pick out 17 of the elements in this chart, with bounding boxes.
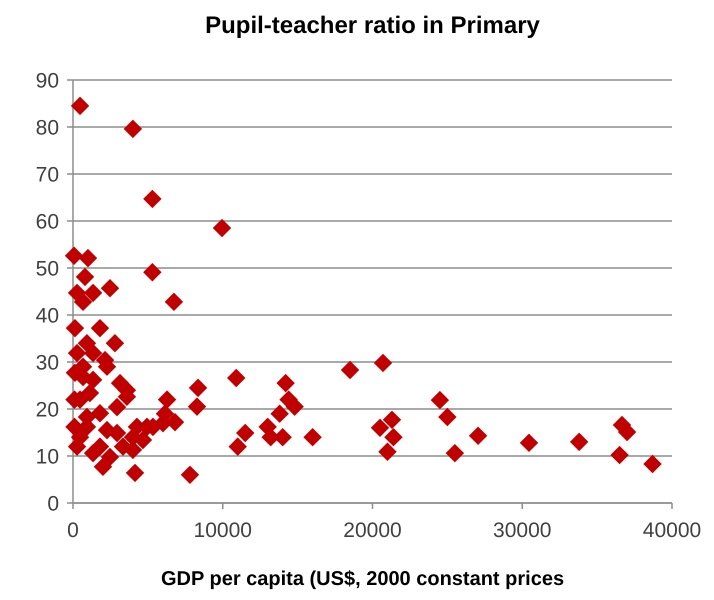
y-tick-label: 40 (36, 304, 59, 328)
y-tick-label: 30 (36, 351, 59, 374)
x-axis-title: GDP per capita (US$, 2000 constant prices (160, 568, 564, 590)
y-tick-label: 60 (36, 210, 59, 234)
y-tick-label: 80 (36, 116, 59, 140)
x-tick-label: 30000 (493, 519, 552, 542)
y-tick-label: 50 (36, 257, 59, 280)
x-tick-label: 20000 (343, 519, 402, 542)
x-tick-label: 0 (67, 519, 79, 542)
y-tick-label: 90 (36, 69, 59, 92)
y-tick-label: 0 (47, 492, 59, 516)
chart-title: Pupil-teacher ratio in Primary (205, 12, 541, 39)
x-tick-label: 40000 (642, 519, 702, 542)
y-tick-label: 70 (36, 163, 59, 186)
y-tick-label: 10 (36, 445, 59, 468)
x-tick-label: 10000 (194, 519, 252, 542)
y-tick-label: 20 (36, 398, 59, 422)
